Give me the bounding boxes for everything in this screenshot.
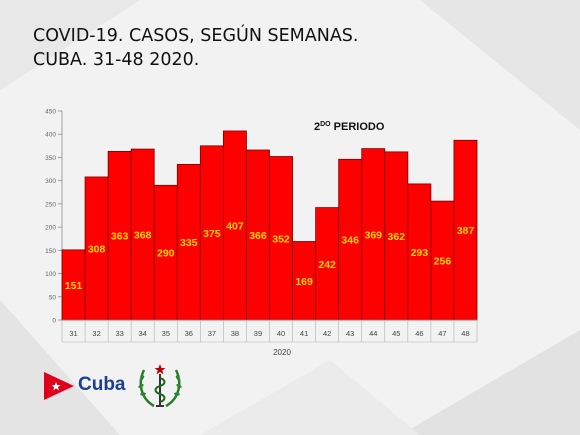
x-tick-label: 48 <box>461 329 469 338</box>
x-axis-label: 2020 <box>273 348 291 357</box>
bar-value-label: 407 <box>226 220 244 232</box>
chart-subtitle: CUBA. 31-48 2020. <box>33 50 200 70</box>
bar-value-label: 169 <box>295 276 313 288</box>
bar-value-label: 387 <box>457 225 475 237</box>
x-tick-label: 32 <box>92 329 100 338</box>
x-tick-label: 34 <box>139 329 147 338</box>
annotation-rest: PERIODO <box>331 121 385 133</box>
y-axis: 0 50 100 150 200 250 300 350 400 450 <box>45 109 63 325</box>
x-tick-label: 38 <box>231 329 239 338</box>
y-tick-label: 400 <box>45 132 56 139</box>
x-tick-label: 42 <box>323 329 331 338</box>
x-tick-label: 40 <box>277 329 285 338</box>
x-tick-label: 41 <box>300 329 308 338</box>
cuba-flag-icon <box>44 372 74 400</box>
bar-value-label: 290 <box>157 248 175 260</box>
x-tick-label: 31 <box>69 329 77 338</box>
bar-value-label: 352 <box>272 233 290 245</box>
y-tick-label: 300 <box>45 178 56 185</box>
y-tick-label: 150 <box>45 248 56 255</box>
x-tick-label: 33 <box>115 329 123 338</box>
x-tick-label: 37 <box>208 329 216 338</box>
bars: 151 308 363 368 290 335 375 407 366 352 169 242 346 3… <box>61 130 478 321</box>
x-axis: 31 32 33 34 35 36 37 38 39 40 41 42 43 44 45 46 47 48 <box>61 319 478 343</box>
y-tick-label: 100 <box>45 271 56 278</box>
bar-value-label: 362 <box>388 231 406 243</box>
bar-value-label: 369 <box>364 229 382 241</box>
period-annotation: 2DO PERIODO <box>314 121 385 133</box>
x-tick-label: 46 <box>415 329 423 338</box>
x-tick-label: 45 <box>392 329 400 338</box>
y-tick-label: 350 <box>45 155 56 162</box>
bar-value-label: 256 <box>434 256 452 268</box>
y-tick-label: 0 <box>52 318 56 325</box>
annotation-sup: DO <box>320 121 331 128</box>
bar-value-label: 151 <box>65 280 83 292</box>
bar-value-label: 363 <box>111 231 129 243</box>
medical-emblem-icon <box>138 364 182 408</box>
x-tick-label: 39 <box>254 329 262 338</box>
y-tick-label: 200 <box>45 225 56 232</box>
x-tick-label: 44 <box>369 329 377 338</box>
bar-value-label: 346 <box>341 235 359 247</box>
bar-value-label: 335 <box>180 237 198 249</box>
x-tick-label: 35 <box>162 329 170 338</box>
x-tick-label: 43 <box>346 329 354 338</box>
chart-title: COVID-19. CASOS, SEGÚN SEMANAS. <box>33 26 359 46</box>
bar-value-label: 366 <box>249 230 267 242</box>
bar-value-label: 375 <box>203 228 221 240</box>
x-tick-label: 36 <box>185 329 193 338</box>
bar-value-label: 293 <box>411 247 429 259</box>
cuba-logo-text: Cuba <box>78 374 126 395</box>
y-tick-label: 50 <box>49 294 57 301</box>
bar-value-label: 242 <box>318 259 336 271</box>
x-tick-label: 47 <box>438 329 446 338</box>
annotation-base: 2 <box>314 121 320 133</box>
bar-value-label: 308 <box>88 243 106 255</box>
y-tick-label: 450 <box>45 109 56 116</box>
y-tick-label: 250 <box>45 201 56 208</box>
bar-value-label: 368 <box>134 230 152 242</box>
